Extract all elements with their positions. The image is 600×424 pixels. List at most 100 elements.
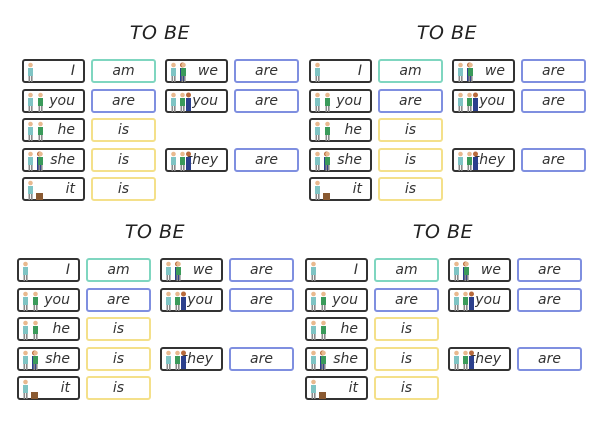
- person-pointing-woman-icon: [28, 151, 43, 171]
- person-pointing-couple-icon: [171, 151, 191, 171]
- pronoun-label: we: [480, 262, 501, 278]
- verb-label: are: [399, 92, 422, 109]
- pronoun-card-she: she: [305, 346, 368, 371]
- pronoun-card-we: we: [452, 59, 515, 83]
- person-self-icon: [28, 62, 33, 82]
- pronoun-label: he: [57, 122, 76, 139]
- verb-card-am: am: [378, 59, 443, 83]
- pronoun-card-she: she: [17, 346, 80, 371]
- verb-label: are: [255, 63, 278, 79]
- pronoun-label: she: [333, 350, 358, 367]
- verb-label: is: [112, 350, 125, 367]
- pronoun-card-you: you: [309, 88, 372, 113]
- verb-card-is: is: [378, 118, 443, 143]
- pronoun-label: I: [65, 262, 70, 278]
- verb-label: are: [538, 291, 561, 308]
- verb-label: am: [107, 262, 130, 278]
- pronoun-card-you: you: [452, 88, 515, 113]
- person-pointing-group-icon: [458, 92, 478, 112]
- pronoun-card-you: you: [305, 287, 368, 312]
- pronoun-card-you: you: [448, 287, 511, 312]
- verb-card-are: are: [234, 88, 299, 113]
- pronoun-label: it: [65, 181, 75, 198]
- pronoun-label: it: [348, 380, 358, 397]
- person-pointing-box-icon: [311, 380, 326, 400]
- person-pointing-woman-icon: [315, 151, 330, 171]
- verb-card-is: is: [91, 177, 156, 202]
- person-pointing-couple-icon: [166, 350, 186, 370]
- verb-card-is: is: [378, 177, 443, 202]
- verb-card-am: am: [374, 258, 439, 282]
- person-pointing-man-icon: [315, 121, 330, 142]
- pronoun-card-it: it: [305, 376, 368, 401]
- pronoun-label: you: [475, 291, 501, 308]
- verb-label: is: [404, 181, 417, 198]
- verb-card-is: is: [378, 147, 443, 172]
- person-self-icon: [315, 62, 320, 82]
- verb-card-is: is: [374, 346, 439, 371]
- person-pointing-box-icon: [28, 181, 43, 201]
- verb-card-are: are: [229, 346, 294, 371]
- pronoun-label: he: [52, 321, 71, 338]
- verb-label: are: [542, 63, 565, 79]
- verb-card-are: are: [234, 59, 299, 83]
- pronoun-card-it: it: [309, 177, 372, 202]
- verb-card-are: are: [517, 287, 582, 312]
- verb-card-are: are: [86, 287, 151, 312]
- verb-label: am: [395, 262, 418, 278]
- pronoun-card-he: he: [305, 317, 368, 342]
- person-pointing-box-icon: [23, 380, 38, 400]
- verb-label: are: [395, 291, 418, 308]
- pronoun-card-he: he: [309, 118, 372, 143]
- person-with-woman-icon: [166, 261, 181, 281]
- pronoun-label: I: [353, 262, 358, 278]
- pronoun-label: she: [45, 350, 70, 367]
- panel-title: TO BE: [129, 22, 191, 44]
- pronoun-label: they: [473, 151, 505, 168]
- verb-label: am: [399, 63, 422, 79]
- pronoun-card-I: I: [17, 258, 80, 282]
- verb-label: are: [255, 92, 278, 109]
- verb-card-am: am: [91, 59, 156, 83]
- pronoun-label: you: [332, 291, 358, 308]
- verb-label: am: [112, 63, 135, 79]
- pronoun-card-they: they: [165, 147, 228, 172]
- verb-card-are: are: [521, 59, 586, 83]
- pronoun-label: they: [469, 350, 501, 367]
- pronoun-card-it: it: [17, 376, 80, 401]
- verb-card-are: are: [229, 258, 294, 282]
- person-with-woman-icon: [454, 261, 469, 281]
- pronoun-label: she: [50, 151, 75, 168]
- pronoun-card-she: she: [309, 147, 372, 172]
- person-pointing-other-icon: [315, 92, 330, 112]
- pronoun-label: he: [344, 122, 363, 139]
- person-pointing-box-icon: [315, 181, 330, 201]
- person-pointing-man-icon: [311, 320, 326, 341]
- verb-card-is: is: [86, 376, 151, 401]
- verb-label: is: [400, 350, 413, 367]
- pronoun-card-you: you: [17, 287, 80, 312]
- pronoun-label: she: [337, 151, 362, 168]
- pronoun-card-we: we: [160, 258, 223, 282]
- verb-label: are: [542, 151, 565, 168]
- verb-label: is: [400, 380, 413, 397]
- pronoun-label: I: [70, 63, 75, 79]
- verb-card-are: are: [91, 88, 156, 113]
- pronoun-label: you: [44, 291, 70, 308]
- panel-title: TO BE: [412, 221, 474, 243]
- pronoun-card-they: they: [452, 147, 515, 172]
- person-pointing-other-icon: [23, 291, 38, 311]
- verb-label: is: [117, 181, 130, 198]
- pronoun-label: you: [187, 291, 213, 308]
- verb-label: is: [117, 151, 130, 168]
- pronoun-card-they: they: [448, 346, 511, 371]
- verb-card-are: are: [374, 287, 439, 312]
- person-pointing-man-icon: [28, 121, 43, 142]
- person-pointing-couple-icon: [454, 350, 474, 370]
- verb-card-are: are: [234, 147, 299, 172]
- pronoun-card-they: they: [160, 346, 223, 371]
- pronoun-card-it: it: [22, 177, 85, 202]
